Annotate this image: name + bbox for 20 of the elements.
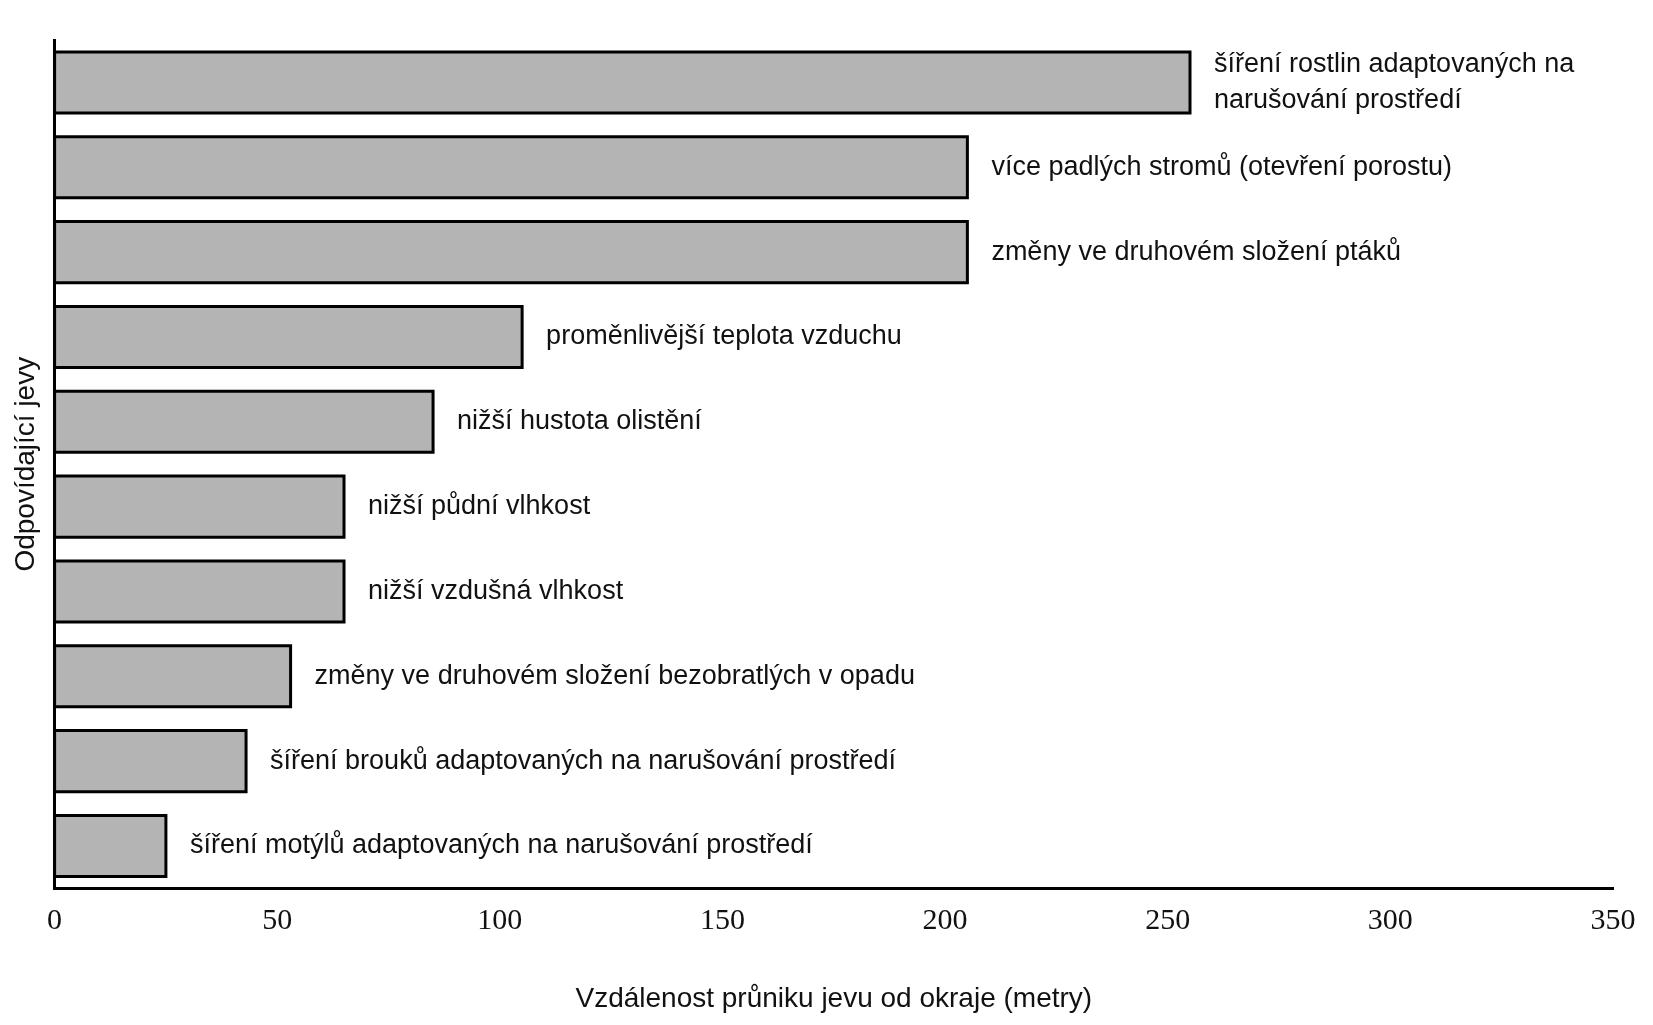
x-tick-label: 200 bbox=[922, 902, 968, 936]
y-tick-label: změny ve druhovém složení bezobratlých v opadu bbox=[314, 659, 915, 690]
x-tick-label: 150 bbox=[699, 902, 745, 936]
y-tick-label: šíření brouků adaptovaných na narušování prostředí bbox=[270, 744, 897, 775]
y-tick-label: nižší hustota olistění bbox=[457, 405, 703, 436]
x-tick-label: 300 bbox=[1367, 902, 1413, 936]
y-axis-title: Odpovídající jevy bbox=[8, 356, 40, 572]
x-tick-label: 0 bbox=[47, 902, 63, 936]
x-tick-label: 100 bbox=[477, 902, 523, 936]
x-tick-label: 250 bbox=[1145, 902, 1191, 936]
y-tick-label: nižší vzdušná vlhkost bbox=[368, 574, 624, 605]
y-tick-label: změny ve druhovém složení ptáků bbox=[991, 235, 1402, 266]
y-tick-label: nižší půdní vlhkost bbox=[368, 490, 591, 521]
y-tick-label: proměnlivější teplota vzduchu bbox=[546, 320, 902, 351]
x-tick-label: 350 bbox=[1590, 902, 1636, 936]
y-tick-label: šíření motýlů adaptovaných na narušování prostředí bbox=[189, 829, 814, 860]
y-tick-label: více padlých stromů (otevření porostu) bbox=[991, 150, 1453, 181]
x-axis-title: Vzdálenost průniku jevu od okraje (metry) bbox=[575, 981, 1093, 1013]
x-tick-label: 50 bbox=[262, 902, 293, 936]
y-tick-label: šíření rostlin adaptovaných na narušování prostředí bbox=[1214, 47, 1576, 114]
